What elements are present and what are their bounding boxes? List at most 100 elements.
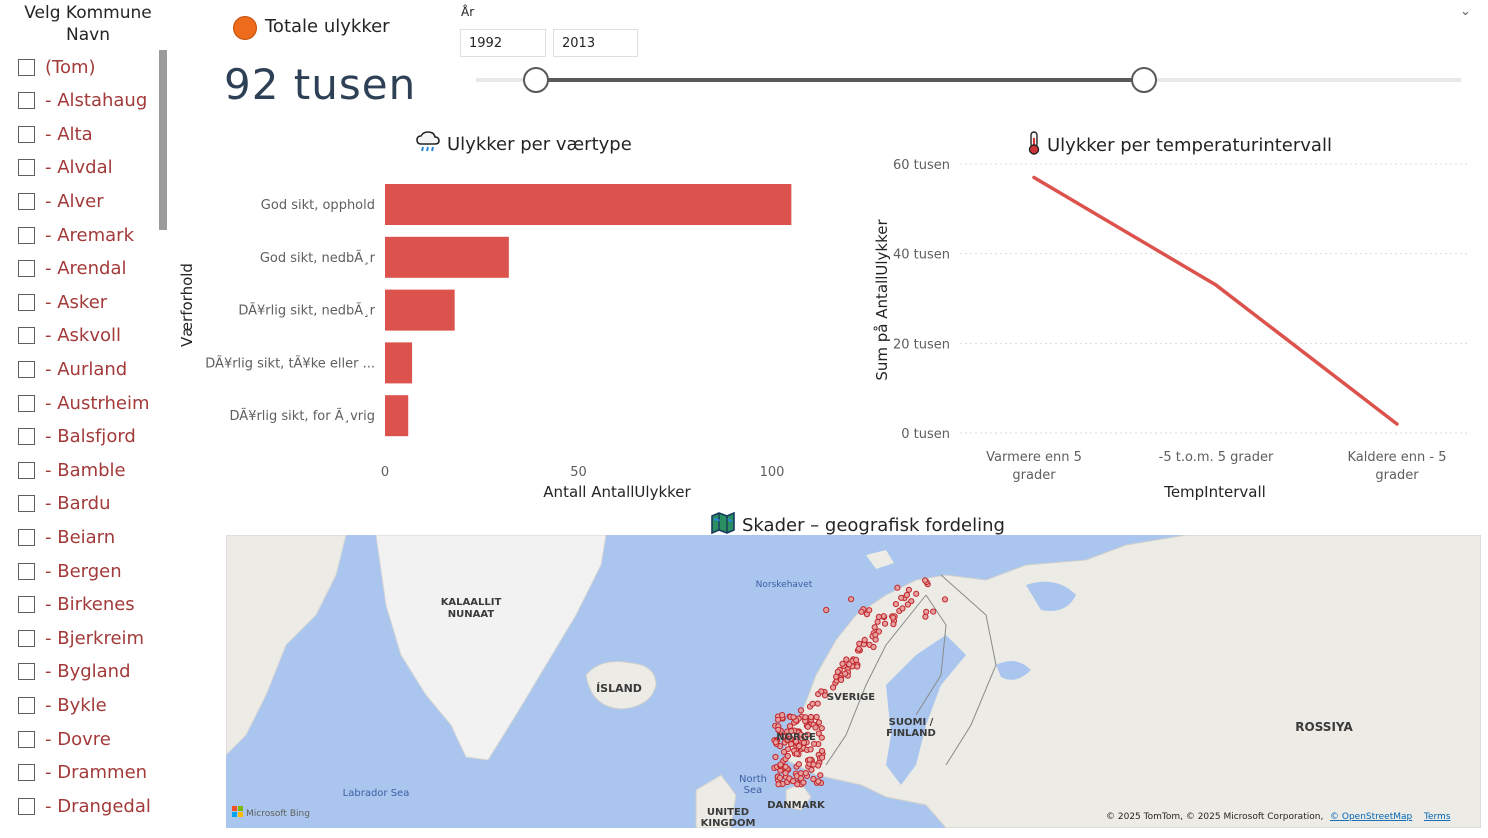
accident-point[interactable] [772, 739, 779, 746]
checkbox[interactable] [18, 159, 35, 177]
accident-point[interactable] [846, 661, 853, 668]
accident-point[interactable] [812, 724, 819, 731]
accident-point[interactable] [797, 731, 804, 738]
accident-point[interactable] [848, 596, 855, 603]
accident-point[interactable] [890, 614, 897, 621]
accident-point[interactable] [797, 707, 805, 714]
accident-point[interactable] [830, 684, 837, 691]
accident-point[interactable] [923, 608, 930, 615]
slicer-item[interactable]: - Bardu [18, 490, 111, 518]
checkbox[interactable] [18, 461, 35, 479]
accident-point[interactable] [843, 656, 850, 663]
accident-point[interactable] [795, 761, 803, 768]
accident-point[interactable] [786, 723, 794, 730]
accident-point[interactable] [818, 734, 825, 741]
accident-point[interactable] [808, 766, 815, 773]
checkbox[interactable] [18, 596, 35, 614]
accident-point[interactable] [818, 747, 826, 755]
accident-point[interactable] [817, 772, 824, 779]
accident-point[interactable] [775, 726, 782, 733]
checkbox[interactable] [18, 696, 35, 714]
accident-point[interactable] [809, 700, 816, 707]
accident-point[interactable] [903, 591, 911, 599]
accident-point[interactable] [802, 714, 809, 721]
checkbox[interactable] [18, 92, 35, 110]
accident-point[interactable] [787, 735, 794, 742]
accident-point[interactable] [842, 670, 849, 677]
checkbox[interactable] [18, 192, 35, 210]
year-from-input[interactable]: 1992 [460, 29, 546, 57]
accident-point[interactable] [776, 774, 784, 781]
slicer-item[interactable]: - Alstahaug [18, 87, 147, 115]
accident-point[interactable] [853, 656, 860, 664]
accident-point[interactable] [775, 781, 782, 788]
checkbox[interactable] [18, 226, 35, 244]
checkbox[interactable] [18, 58, 35, 76]
checkbox[interactable] [18, 797, 35, 815]
checkbox[interactable] [18, 528, 35, 546]
accident-point[interactable] [818, 725, 825, 732]
checkbox[interactable] [18, 293, 35, 311]
accident-point[interactable] [813, 713, 820, 721]
accident-point[interactable] [802, 770, 809, 777]
bar[interactable] [385, 289, 455, 331]
bar[interactable] [385, 236, 509, 278]
accident-point[interactable] [782, 763, 789, 770]
checkbox[interactable] [18, 360, 35, 378]
accident-point[interactable] [899, 605, 906, 612]
slicer-item[interactable]: - Drammen [18, 759, 147, 787]
accident-point[interactable] [775, 716, 782, 723]
accident-point[interactable] [872, 631, 879, 638]
accident-point[interactable] [804, 731, 811, 738]
accident-point[interactable] [875, 613, 883, 621]
slicer-item[interactable]: - Bykle [18, 691, 107, 719]
accident-point[interactable] [784, 752, 791, 760]
checkbox[interactable] [18, 629, 35, 647]
slicer-scrollbar[interactable] [159, 50, 167, 230]
accident-point[interactable] [811, 740, 818, 747]
accident-point[interactable] [870, 643, 877, 651]
bar[interactable] [385, 342, 413, 384]
slicer-item[interactable]: - Arendal [18, 255, 126, 283]
accident-point[interactable] [772, 753, 779, 761]
slicer-item[interactable]: - Aurland [18, 355, 127, 383]
slicer-item[interactable]: - Bjerkreim [18, 624, 144, 652]
accident-point[interactable] [904, 601, 912, 608]
accident-point[interactable] [788, 741, 795, 748]
slicer-item[interactable]: - Dovre [18, 725, 111, 753]
accident-point[interactable] [913, 590, 920, 597]
slicer-item[interactable]: - Bygland [18, 658, 131, 686]
accident-point[interactable] [818, 688, 825, 695]
accident-point[interactable] [800, 779, 807, 786]
slicer-item[interactable]: - Askvoll [18, 322, 121, 350]
slicer-item[interactable]: - Drangedal [18, 792, 151, 820]
accident-point[interactable] [790, 778, 797, 785]
accident-point[interactable] [815, 719, 823, 726]
accident-point[interactable] [807, 713, 815, 721]
accident-point[interactable] [796, 743, 803, 750]
accident-point[interactable] [790, 714, 797, 721]
accident-point[interactable] [838, 676, 845, 683]
slicer-item[interactable]: - Bergen [18, 557, 122, 585]
checkbox[interactable] [18, 125, 35, 143]
bar[interactable] [385, 395, 409, 437]
accident-point[interactable] [871, 624, 878, 631]
checkbox[interactable] [18, 663, 35, 681]
slicer-item[interactable]: - Aremark [18, 221, 134, 249]
accident-point[interactable] [806, 756, 813, 763]
accident-point[interactable] [839, 660, 846, 667]
accident-point[interactable] [854, 663, 861, 670]
year-slider-start-handle[interactable] [523, 67, 549, 93]
checkbox[interactable] [18, 327, 35, 345]
checkbox[interactable] [18, 260, 35, 278]
accident-point[interactable] [881, 620, 889, 627]
accident-point[interactable] [855, 645, 862, 652]
accident-point[interactable] [780, 733, 787, 740]
slicer-item[interactable]: - Balsfjord [18, 423, 136, 451]
accident-point[interactable] [793, 750, 800, 757]
accident-point[interactable] [861, 636, 868, 644]
accident-point[interactable] [810, 761, 817, 768]
accident-point[interactable] [898, 594, 905, 601]
accident-point[interactable] [814, 700, 821, 707]
openstreetmap-link[interactable]: © OpenStreetMap [1330, 812, 1413, 822]
